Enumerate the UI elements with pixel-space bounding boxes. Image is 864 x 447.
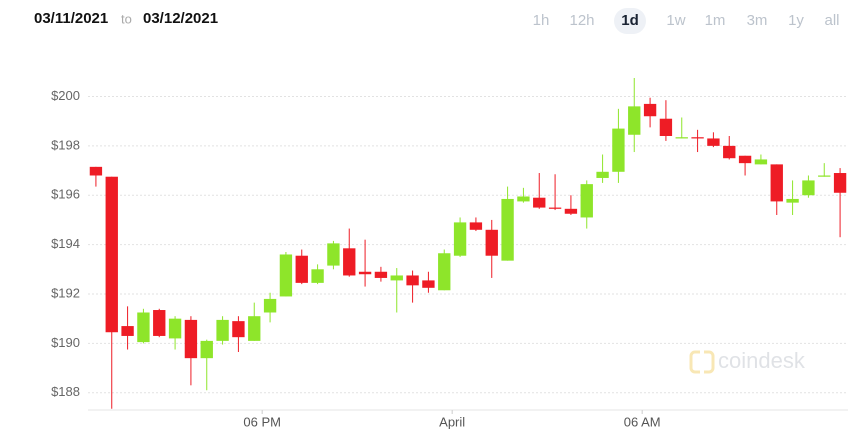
y-tick-label: $190 [51,335,80,350]
candle-body [121,326,134,336]
candle-body [770,164,783,202]
watermark-text: coindesk [718,348,806,373]
candle-body [279,254,293,297]
candle-body [833,173,847,193]
x-tick-label: April [439,414,465,429]
candle-body [390,275,403,281]
candle-body [469,222,483,230]
candle-body [438,253,451,291]
candle-body [754,159,768,165]
candle-body [802,180,815,196]
candle-body [485,229,498,256]
candle-body [548,207,562,209]
candle-body [818,175,831,177]
candle-body [738,155,752,164]
candle-body [707,138,720,146]
candle-body [612,128,625,172]
x-tick-label: 06 PM [243,414,281,429]
range-highlight [614,8,646,34]
candle-body [786,198,799,203]
range-button[interactable]: 1d [621,12,639,29]
candle-body [517,196,530,202]
candle-body [153,310,166,336]
candle-body [501,198,514,261]
y-tick-label: $196 [51,187,80,202]
candle-body [295,255,308,283]
date-from: 03/11/2021 [34,10,108,27]
candle-body [89,166,103,176]
watermark-logo [689,350,715,374]
candle-body [564,208,578,214]
candle-body [232,321,245,338]
date-to: 03/12/2021 [143,10,218,27]
candle-body [374,271,388,278]
candle-body [200,340,213,359]
y-tick-label: $188 [51,384,80,399]
candle-body [168,318,182,339]
x-tick-label: 06 AM [624,414,661,429]
y-tick-label: $194 [51,236,80,251]
candle-body [105,176,118,333]
range-button[interactable]: 1h [533,12,550,29]
candle-body [137,312,150,343]
candle-body [628,106,641,135]
y-tick-label: $198 [51,137,80,152]
date-separator: to [121,11,132,26]
range-button[interactable]: 12h [569,12,594,29]
candle-body [453,222,467,256]
candle-body [406,275,419,286]
candle-body [327,243,340,266]
range-selector: 1h 12h 1d 1w 1m 3m 1y all [533,8,840,34]
candle-body [643,103,657,117]
watermark: coindesk [689,348,806,374]
candle-body [675,137,688,139]
candle-body [358,271,372,275]
candle-body [184,319,198,359]
range-button[interactable]: 3m [747,12,768,29]
y-tick-label: $200 [51,88,80,103]
range-button[interactable]: all [824,12,839,29]
candle-body [533,197,546,208]
candle-body [723,145,736,159]
candle-body [311,269,324,283]
candle-body [343,248,356,276]
candle-body [596,171,609,178]
candle-body [691,137,704,139]
candle-body [248,316,261,341]
range-button[interactable]: 1w [666,12,685,29]
candle-body [263,298,277,313]
range-button[interactable]: 1y [788,12,804,29]
candle-body [422,280,435,288]
candle-body [580,184,593,218]
range-button[interactable]: 1m [705,12,726,29]
y-tick-label: $192 [51,285,80,300]
candle-body [659,118,673,136]
candle-body [216,319,229,341]
